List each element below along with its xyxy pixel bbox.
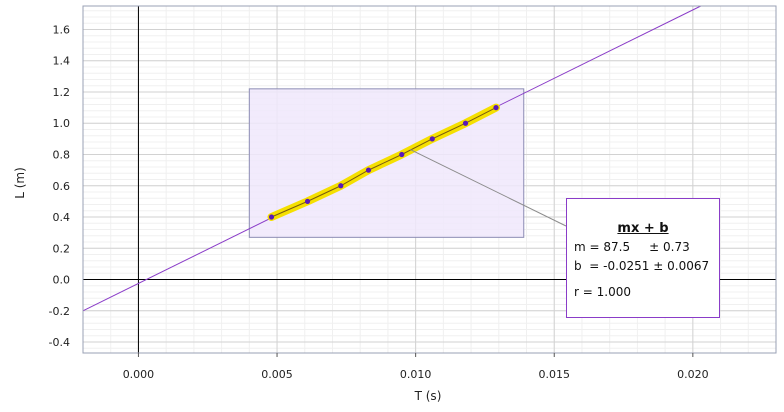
data-point bbox=[429, 136, 435, 142]
data-point bbox=[399, 151, 405, 158]
data-point bbox=[338, 183, 344, 189]
x-axis-label: T (s) bbox=[414, 389, 442, 403]
y-tick-label: 0.2 bbox=[53, 242, 71, 255]
x-tick-label: 0.020 bbox=[677, 368, 709, 381]
fit-box-leader-line bbox=[409, 148, 567, 227]
y-tick-label: -0.2 bbox=[49, 305, 70, 318]
fit-intercept-text: b = -0.0251 ± 0.0067 bbox=[574, 259, 710, 273]
x-tick-label: 0.010 bbox=[400, 368, 432, 381]
fit-slope-text: m = 87.5 ± 0.73 bbox=[574, 240, 690, 254]
fit-box-title: mx + b bbox=[617, 221, 669, 236]
y-tick-label: 0.0 bbox=[53, 274, 71, 287]
y-tick-label: -0.4 bbox=[49, 336, 70, 349]
x-tick-label: 0.000 bbox=[123, 368, 155, 381]
y-tick-label: 1.2 bbox=[53, 86, 71, 99]
y-tick-label: 0.4 bbox=[53, 211, 71, 224]
y-tick-label: 0.8 bbox=[53, 148, 71, 161]
x-tick-label: 0.005 bbox=[261, 368, 293, 381]
data-point bbox=[493, 104, 499, 111]
data-points bbox=[268, 104, 499, 220]
y-axis-label: L (m) bbox=[13, 167, 27, 199]
y-axis-ticks: -0.4 -0.2 0.0 0.2 0.4 0.6 0.8 1.0 1.2 1.4 1.6 bbox=[49, 23, 70, 349]
data-point bbox=[304, 198, 311, 204]
fit-correlation-text: r = 1.000 bbox=[574, 285, 631, 299]
data-point bbox=[365, 167, 372, 173]
x-tick-label: 0.015 bbox=[538, 368, 570, 381]
y-tick-label: 0.6 bbox=[53, 180, 71, 193]
plot-frame bbox=[82, 5, 777, 354]
y-tick-label: 1.6 bbox=[53, 23, 71, 36]
curve-fit-box[interactable]: mx + b m = 87.5 ± 0.73 b = -0.0251 ± 0.0… bbox=[566, 198, 720, 318]
y-tick-label: 1.0 bbox=[53, 117, 71, 130]
data-point bbox=[462, 120, 469, 126]
x-axis-ticks: 0.000 0.005 0.010 0.015 0.020 bbox=[123, 353, 709, 381]
data-point bbox=[268, 214, 275, 220]
data-connector bbox=[271, 107, 497, 218]
y-tick-label: 1.4 bbox=[53, 55, 71, 68]
